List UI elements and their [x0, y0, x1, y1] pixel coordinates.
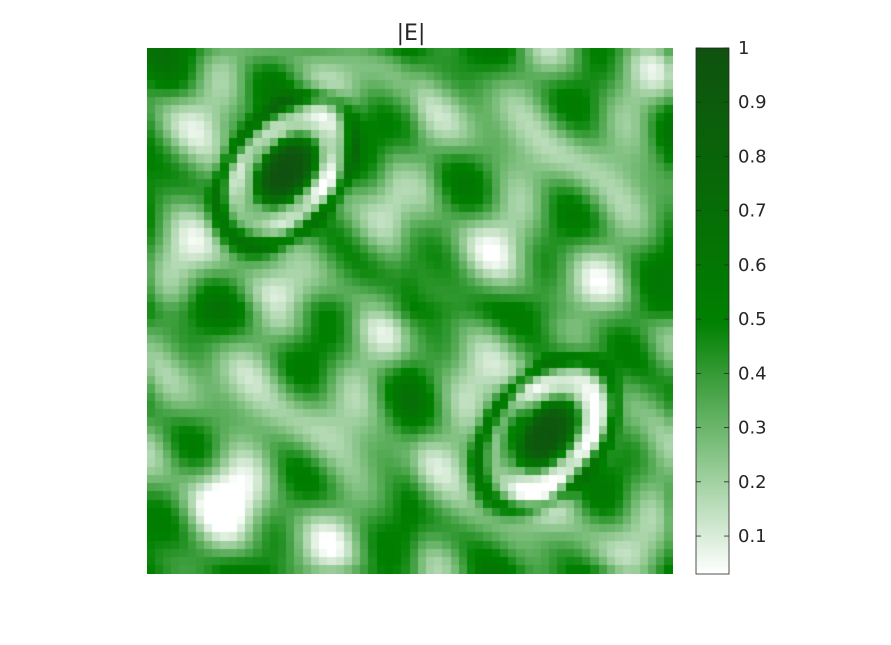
- colorbar-tick-label: 0.7: [738, 201, 767, 222]
- colorbar-tick-label: 0.9: [738, 92, 767, 113]
- colorbar-bar: [695, 47, 730, 575]
- colorbar-tick-label: 0.2: [738, 472, 767, 493]
- heatmap-image: [147, 48, 673, 574]
- colorbar: 0.1 0.2 0.3 0.4 0.5 0.6 0.7 0.8 0.9 1: [695, 38, 767, 575]
- colorbar-tick-label: 1: [738, 38, 749, 59]
- colorbar-tick-label: 0.3: [738, 418, 767, 439]
- colorbar-ticks: 0.1 0.2 0.3 0.4 0.5 0.6 0.7 0.8 0.9 1: [696, 38, 767, 547]
- chart-title: |E|: [397, 21, 426, 46]
- colorbar-tick-label: 0.5: [738, 309, 767, 330]
- colorbar-tick-label: 0.8: [738, 146, 767, 167]
- colorbar-tick-label: 0.4: [738, 363, 767, 384]
- colorbar-tick-label: 0.6: [738, 255, 767, 276]
- colorbar-tick-label: 0.1: [738, 526, 767, 547]
- heatmap-plot-area: [147, 48, 673, 574]
